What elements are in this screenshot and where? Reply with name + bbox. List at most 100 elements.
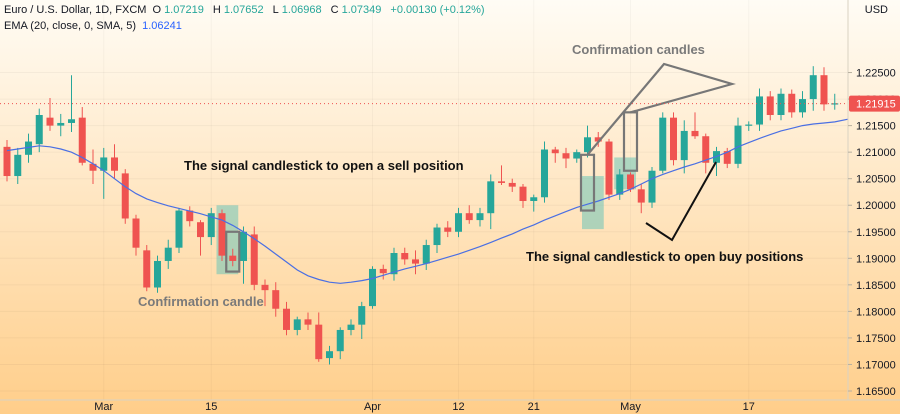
candle [240,226,247,284]
candle [799,91,806,118]
candle-body [304,319,312,325]
candle [207,207,215,246]
time-tick-label: 21 [528,401,540,413]
candle-body [111,157,118,171]
candle [508,178,516,192]
candle [326,345,333,365]
candlestick-series [3,66,839,365]
candle [229,248,237,267]
candle-body [702,136,710,163]
candle-body [390,253,398,275]
time-tick-label: May [620,401,641,413]
candle-body [293,319,301,330]
time-tick-label: 15 [205,401,217,413]
confirmation-connector [586,62,736,156]
ema-legend[interactable]: EMA (20, close, 0, SMA, 5) 1.06241 [4,20,185,32]
grid-lines [0,72,848,392]
candle-body [659,117,667,171]
candle [680,120,688,174]
candle [272,282,280,317]
last-price-label: 1.21915 [856,99,896,111]
candle-body [551,149,559,154]
candle [766,91,774,121]
candle [164,239,172,269]
candle [261,279,269,307]
candle [46,98,54,131]
sell-signal-annotation: The signal candlestick to open a sell po… [184,158,464,173]
candle-body [229,255,237,261]
candle [702,133,710,174]
candle-body [358,306,366,325]
candle [788,89,796,118]
candle-body [594,137,602,142]
candle [637,184,645,214]
price-tick-label: 1.17000 [856,359,896,371]
candle [648,167,656,208]
ohlc-close: C 1.07349 [330,4,382,16]
candle-body [25,141,32,155]
candle-body [14,154,22,177]
candle-body [498,181,505,183]
candle [293,316,301,336]
candle-body [218,213,226,256]
candle [369,266,376,309]
candle-body [46,117,54,126]
last-price-tag [849,95,900,112]
candle [605,138,613,200]
candle [734,117,742,169]
candle-body [35,115,43,145]
price-tick-label: 1.17500 [856,333,896,345]
candle-body [412,259,419,264]
candle [121,169,129,224]
candle [831,93,839,110]
candle [745,121,753,131]
candle-body [369,268,376,307]
candle [132,214,140,256]
candle [659,112,667,174]
ema-label: EMA (20, close, 0, SMA, 5) [4,20,137,32]
time-tick-label: Mar [94,401,113,413]
candle-body [197,222,204,238]
candle-body [57,122,65,126]
candle [186,206,194,227]
candle-body [401,253,409,260]
candle-body [616,174,624,195]
candle-body [723,151,731,164]
price-tick-label: 1.22500 [856,68,896,80]
candle-body [250,234,258,285]
candle-body [670,117,677,161]
candle [444,221,452,238]
candle-body [788,93,796,113]
price-tick-label: 1.18000 [856,306,896,318]
candle-body [519,186,527,201]
candle-body [3,146,11,177]
candle [154,255,161,293]
candle-body [487,181,495,214]
candle [777,88,785,121]
candle-body [605,141,613,195]
time-tick-label: Apr [364,401,381,413]
price-tick-label: 1.20500 [856,174,896,186]
candle [89,149,97,184]
annotations: The signal candlestick to open a sell po… [138,42,803,309]
candle-body [154,260,161,288]
candle-body [444,227,452,232]
candle [358,301,366,339]
candle [487,174,495,230]
candle [422,239,430,270]
candle [530,194,538,212]
candle [465,205,473,224]
candle [541,141,548,203]
ohlc-high: H 1.07652 [212,4,264,16]
candle-body [272,290,280,309]
time-axis: Mar 15 Apr 12 21 May 17 [0,399,900,413]
candle-body [207,213,215,238]
symbol-name[interactable]: Euro / U.S. Dollar, 1D, FXCM [4,4,147,16]
candle-body [648,170,656,203]
candle [14,147,22,184]
candle [756,88,763,131]
candle-body [820,75,828,105]
candle-body [261,284,269,291]
candle [691,112,699,139]
candle [573,149,581,163]
